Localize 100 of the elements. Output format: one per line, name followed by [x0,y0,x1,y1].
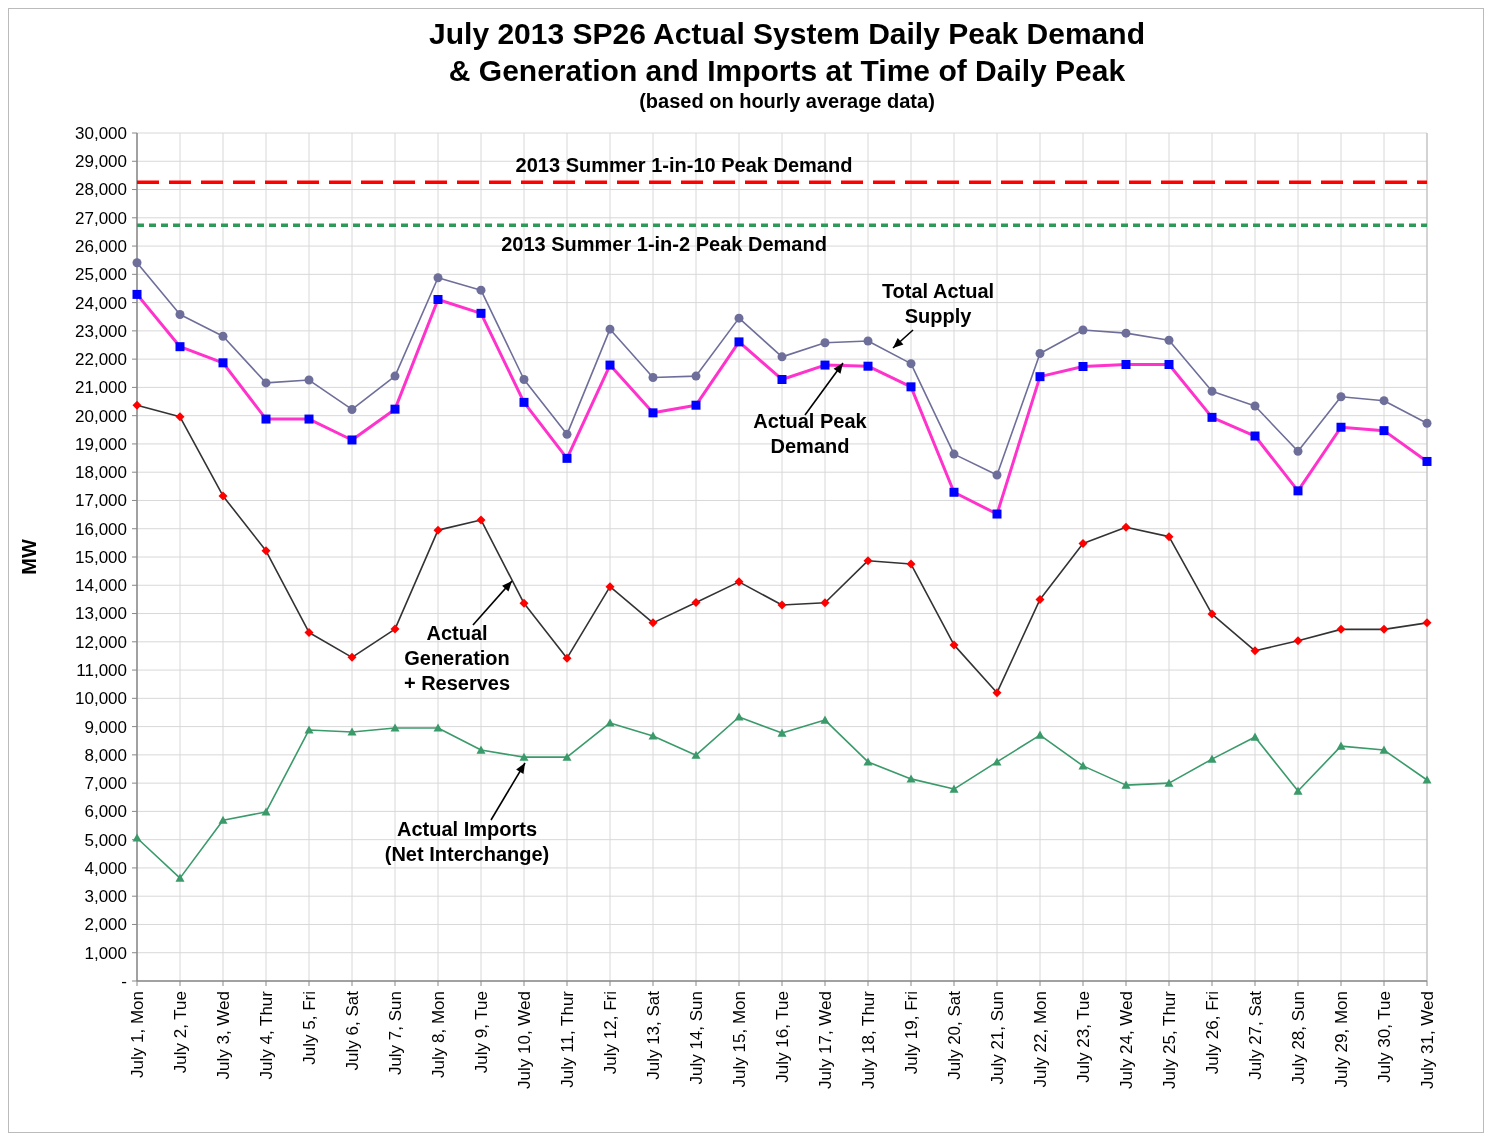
x-tick-label: July 22, Mon [1030,991,1050,1088]
y-tick-label: 14,000 [75,576,127,596]
point [648,373,658,382]
point [777,728,787,737]
point [1250,732,1260,741]
point [691,371,701,381]
point [132,258,142,268]
point [476,745,486,754]
x-tick-label: July 3, Wed [213,991,233,1080]
point [1336,741,1346,750]
y-tick-label: 8,000 [84,745,127,765]
series-label: Actual Generation + Reserves [403,622,511,694]
x-tick-label: July 25, Thur [1159,990,1179,1089]
point [347,404,357,414]
y-tick-label: 22,000 [75,350,127,370]
point [1422,775,1432,784]
x-tick-label: July 9, Tue [471,991,491,1074]
x-tick-label: July 13, Sat [643,990,663,1080]
point [777,352,787,362]
point [648,731,658,740]
point [992,470,1002,480]
y-tick-label: 3,000 [84,887,127,907]
point [476,285,486,295]
y-tick-label: 26,000 [75,237,127,257]
y-tick-label: 15,000 [75,547,127,567]
point [1035,348,1045,358]
y-tick-label: 10,000 [75,689,127,709]
point [605,324,615,334]
x-tick-label: July 21, Sun [987,991,1007,1085]
y-tick-label: - [121,971,127,991]
point [1078,325,1088,335]
point [820,715,830,724]
point [1164,778,1174,787]
point [519,374,529,384]
x-tick-label: July 17, Wed [815,991,835,1089]
x-tick-label: July 11, Thur [557,990,577,1088]
x-tick-label: July 1, Mon [127,991,147,1078]
x-tick-label: July 8, Mon [428,991,448,1078]
point [1207,754,1217,763]
point [562,752,572,761]
point [1121,328,1131,338]
point [1422,418,1432,428]
point [1035,730,1045,739]
y-tick-label: 12,000 [75,632,127,652]
x-tick-label: July 12, Fri [600,991,620,1075]
y-tick-label: 9,000 [84,717,127,737]
y-tick-label: 29,000 [75,152,127,172]
x-tick-label: July 23, Tue [1073,991,1093,1083]
y-tick-label: 28,000 [75,180,127,200]
point [906,359,916,369]
point [734,313,744,323]
y-tick-label: 4,000 [84,858,127,878]
point [1164,335,1174,345]
point [1121,780,1131,789]
y-tick-label: 16,000 [75,519,127,539]
x-tick-label: July 28, Sun [1288,991,1308,1085]
x-tick-label: July 20, Sat [944,990,964,1080]
y-tick-label: 13,000 [75,604,127,624]
ref-line-label: 2013 Summer 1-in-2 Peak Demand [501,233,827,256]
y-tick-label: 19,000 [75,434,127,454]
x-tick-label: July 15, Mon [729,991,749,1088]
x-tick-label: July 26, Fri [1202,991,1222,1075]
chart-title: July 2013 SP26 Actual System Daily Peak Demand & Generation and Imports at Time of Daily Peak [429,17,1145,87]
x-tick-label: July 30, Tue [1374,991,1394,1083]
y-tick-label: 25,000 [75,265,127,285]
point [1379,396,1389,406]
point [1336,392,1346,402]
x-tick-label: July 29, Mon [1331,991,1351,1088]
point [949,784,959,793]
point [949,449,959,459]
y-tick-label: 17,000 [75,491,127,511]
point [175,873,185,882]
point [820,338,830,348]
point [863,757,873,766]
y-tick-label: 6,000 [84,802,127,822]
x-tick-label: July 31, Wed [1417,991,1437,1089]
x-tick-label: July 7, Sun [385,991,405,1076]
y-tick-label: 20,000 [75,406,127,426]
point [347,727,357,736]
x-tick-label: July 14, Sun [686,991,706,1085]
point [218,815,228,824]
y-tick-label: 1,000 [84,943,127,963]
point [1250,401,1260,411]
point [261,378,271,388]
y-tick-label: 23,000 [75,321,127,341]
point [734,712,744,721]
point [519,752,529,761]
y-tick-label: 2,000 [84,915,127,935]
x-tick-label: July 19, Fri [901,991,921,1075]
y-tick-label: 21,000 [75,378,127,398]
point [1293,446,1303,456]
x-tick-label: July 16, Tue [772,991,792,1083]
y-tick-label: 24,000 [75,293,127,313]
y-axis-title: MW [18,539,40,575]
point [175,309,185,319]
chart-subtitle: (based on hourly average data) [639,90,935,112]
point [691,750,701,759]
point [1207,386,1217,396]
y-tick-label: 7,000 [84,774,127,794]
point [304,725,314,734]
